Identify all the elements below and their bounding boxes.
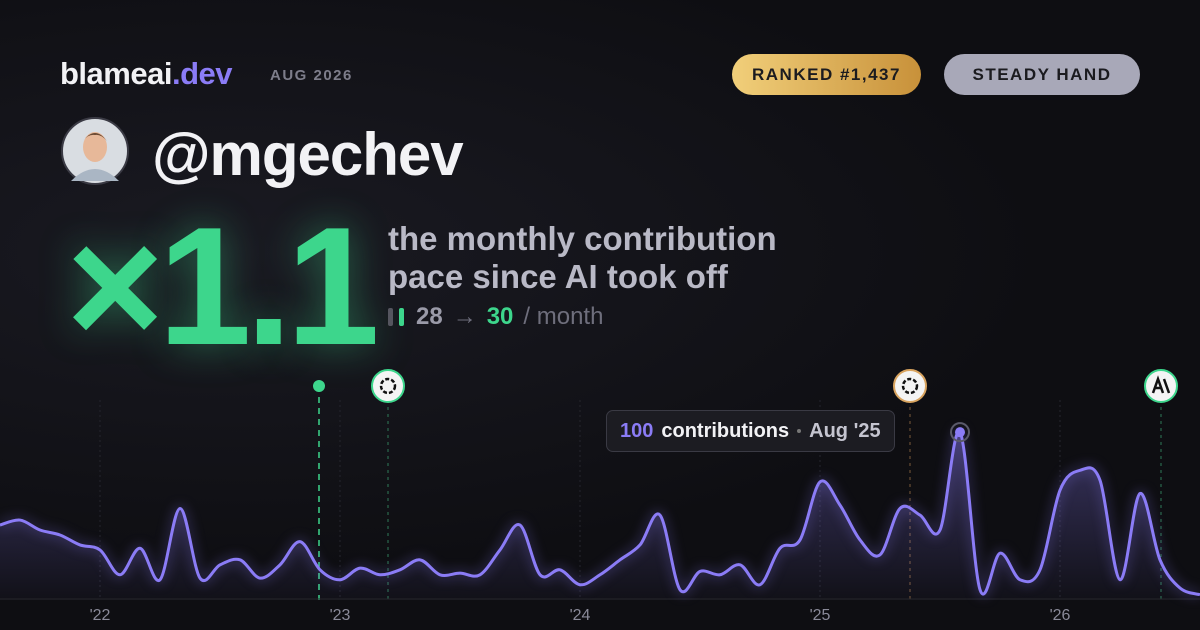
multiplier: ×1.1: [66, 192, 380, 380]
rank-badge: RANKED #1,437: [732, 54, 921, 95]
x-tick-label: '25: [810, 607, 831, 624]
description-line: pace since AI took off: [388, 258, 728, 295]
brand: blameai.dev: [60, 56, 232, 92]
avatar: [61, 117, 129, 185]
description: the monthly contribution pace since AI to…: [388, 220, 777, 296]
area: [0, 431, 1200, 598]
brand-name: blameai: [60, 56, 172, 91]
pace-arrow: →: [452, 303, 477, 330]
anthropic-icon: [1144, 369, 1178, 403]
pace: 28 → 30 / month: [388, 303, 603, 331]
pace-icon: [388, 308, 404, 326]
tooltip-value: 100: [620, 420, 654, 442]
x-tick-label: '23: [330, 607, 351, 624]
line: [0, 430, 1200, 597]
peak-point: [955, 427, 965, 438]
plot: '22 '23 '24 '25 '26: [0, 422, 1200, 624]
period: AUG 2026: [270, 67, 353, 84]
description-line: the monthly contribution: [388, 220, 777, 257]
x-tick-label: '22: [90, 607, 111, 624]
peak-ring: [950, 422, 970, 443]
username: @mgechev: [152, 121, 464, 188]
events: [313, 369, 1178, 600]
tooltip-date: Aug '25: [809, 420, 881, 442]
tooltip-unit: contributions: [661, 420, 790, 442]
x-tick-label: '26: [1050, 607, 1071, 624]
chart: '22 '23 '24 '25 '26: [0, 369, 1200, 624]
brand-tld: .dev: [171, 56, 233, 91]
separator: [797, 429, 802, 433]
x-tick-label: '24: [570, 607, 591, 624]
openai-icon: [371, 369, 405, 403]
openai-icon: [893, 369, 927, 403]
tooltip: 100 contributions Aug '25: [606, 410, 895, 452]
pace-after: 30: [486, 303, 514, 330]
style-badge: STEADY HAND: [944, 54, 1140, 95]
pace-unit: / month: [523, 303, 604, 330]
pace-before: 28: [416, 303, 443, 330]
ai-start-dot: [313, 380, 325, 392]
